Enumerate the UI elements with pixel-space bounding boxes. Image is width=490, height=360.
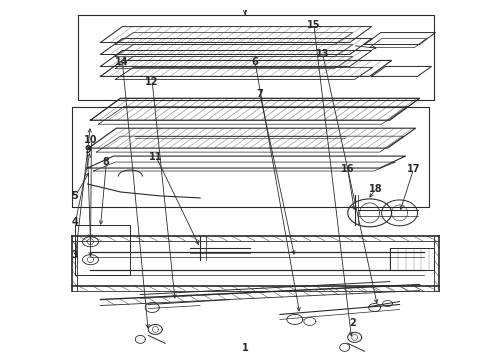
Text: 1: 1 — [242, 343, 248, 353]
Text: 6: 6 — [251, 57, 258, 67]
Text: 5: 5 — [72, 191, 78, 201]
Text: 2: 2 — [349, 319, 356, 328]
Text: 15: 15 — [307, 20, 320, 30]
Text: 9: 9 — [84, 144, 91, 154]
Text: 17: 17 — [407, 163, 420, 174]
Text: 14: 14 — [115, 57, 128, 67]
Text: 11: 11 — [149, 152, 163, 162]
Text: 18: 18 — [369, 184, 383, 194]
Text: 12: 12 — [146, 77, 159, 87]
Text: 3: 3 — [72, 250, 78, 260]
Text: 13: 13 — [317, 49, 330, 59]
Text: 10: 10 — [84, 135, 98, 145]
Text: 4: 4 — [72, 217, 78, 227]
Text: 8: 8 — [102, 157, 109, 167]
Text: 7: 7 — [256, 89, 263, 99]
Text: 16: 16 — [341, 164, 354, 174]
